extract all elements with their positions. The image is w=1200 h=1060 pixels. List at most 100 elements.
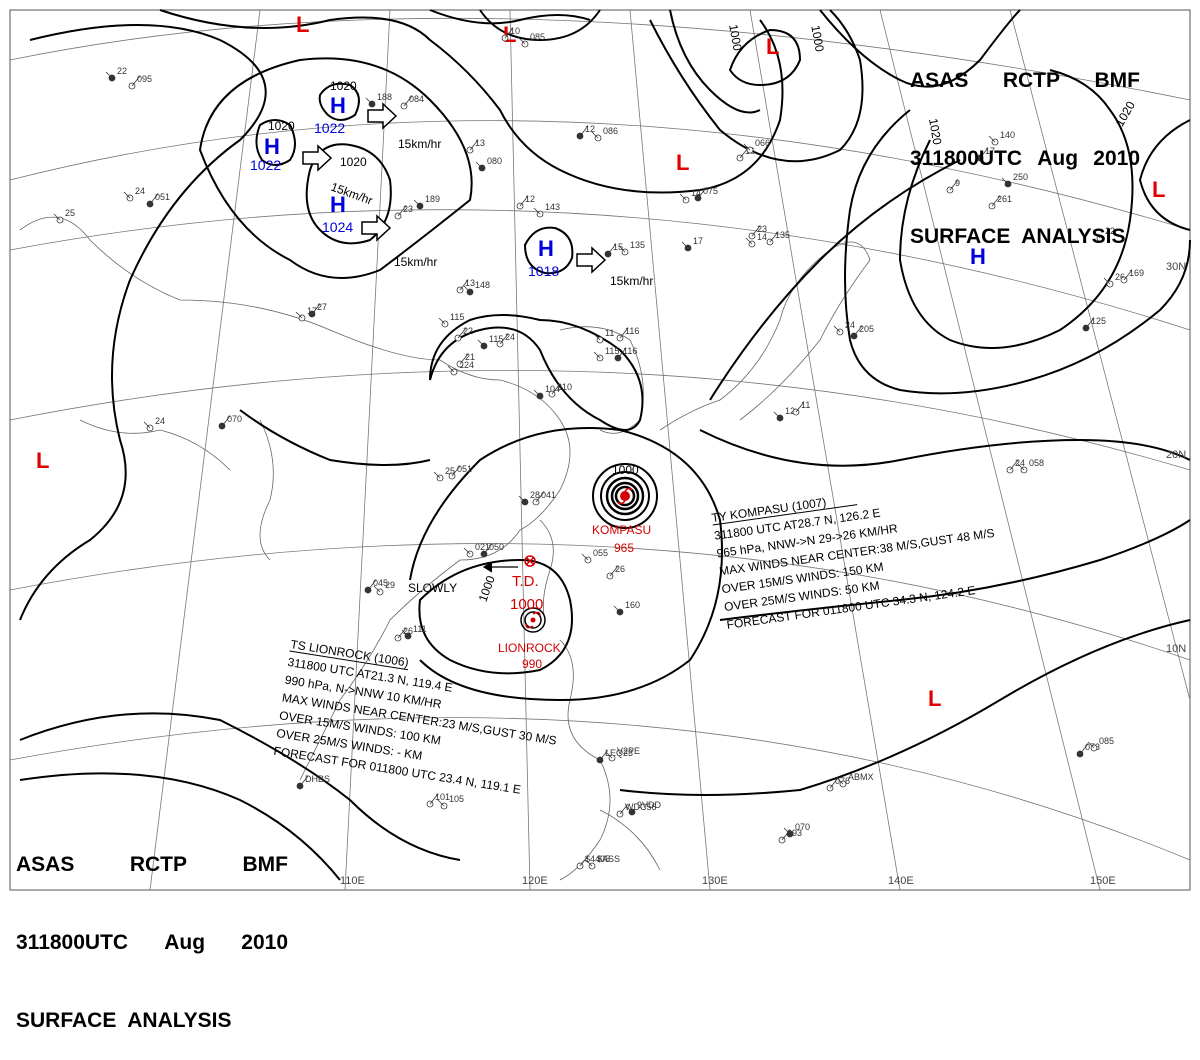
- high-icon: H: [330, 93, 346, 118]
- station-value: 111: [413, 624, 427, 634]
- station-value: 115: [450, 312, 464, 322]
- wind-barb-icon: [681, 241, 689, 249]
- station-plot: 11: [792, 400, 810, 416]
- station-value: $ASS: [597, 854, 620, 864]
- wind-barb-icon: [295, 311, 303, 319]
- header-agency: ASAS: [16, 853, 75, 876]
- station-value: 070: [795, 822, 810, 832]
- motion-arrow-icon: [576, 246, 607, 274]
- station-value: 12: [585, 124, 595, 134]
- station-plot: 23: [748, 224, 767, 240]
- station-plot: 22: [454, 326, 473, 342]
- station-plot: 24: [143, 416, 165, 432]
- wind-barb-icon: [1087, 741, 1095, 749]
- lat-30n-line: [9, 209, 1191, 331]
- station-value: 140: [1000, 130, 1015, 140]
- station-plot: V2PE: [605, 746, 640, 762]
- wind-barb-icon: [483, 543, 493, 555]
- isobar-label: 1020: [268, 119, 295, 133]
- lon-label: 150E: [1090, 875, 1116, 887]
- station-value: 26: [403, 626, 413, 636]
- wind-barb-icon: [518, 37, 526, 45]
- lat-label: 10N: [1166, 643, 1186, 655]
- lionrock-name: LIONROCK: [498, 641, 561, 655]
- station-plot: 28: [518, 490, 540, 506]
- station-plot: 13: [466, 138, 485, 154]
- td-pressure: 1000: [510, 596, 543, 613]
- station-plot: $ASS: [585, 854, 620, 870]
- station-plot: 261: [988, 194, 1012, 210]
- station-plot: 115: [477, 334, 503, 350]
- station-plot: 101: [426, 792, 450, 808]
- wind-barb-icon: [397, 627, 407, 639]
- station-plot: 27: [308, 302, 327, 318]
- station-plot: 084: [400, 94, 424, 110]
- station-plots: 2209524051250841881008512086130801606617…: [53, 26, 1144, 870]
- station-plot: 105: [437, 794, 464, 810]
- station-plot: 085: [1087, 736, 1114, 752]
- station-plot: 095: [128, 74, 152, 90]
- wind-barb-icon: [1093, 231, 1101, 239]
- wind-barb-icon: [1079, 743, 1089, 755]
- station-plot: 26: [606, 564, 625, 580]
- station-value: 095: [137, 74, 152, 84]
- station-plot: 116: [614, 346, 637, 362]
- isobar-label: 1020: [330, 79, 357, 93]
- header-month: Aug: [1037, 147, 1079, 170]
- station-value: 17: [985, 146, 995, 156]
- lat-20n-line: [9, 370, 1191, 471]
- wind-barb-icon: [617, 347, 627, 359]
- station-plot: 115: [593, 346, 619, 362]
- station-plot: 045: [364, 578, 388, 594]
- station-value: 9: [955, 178, 960, 188]
- station-value: 070: [227, 414, 242, 424]
- station-plot: 080: [475, 156, 502, 172]
- tropical-depression-icon: [524, 555, 536, 567]
- isobar-label: 1000: [612, 463, 639, 477]
- station-plot: WDC56: [616, 802, 657, 818]
- wind-barb-icon: [979, 147, 989, 159]
- station-plot: 055: [581, 548, 608, 564]
- station-plot: 075: [694, 186, 718, 202]
- header-agency: ASAS: [910, 69, 969, 92]
- station-value: 14: [757, 232, 767, 242]
- station-plot: $4405: [576, 854, 610, 870]
- wind-barb-icon: [593, 333, 601, 341]
- header-bottom-left: ASAS RCTP BMF 311800UTC Aug 2010 SURFACE…: [16, 800, 288, 1060]
- station-plot: 25: [53, 208, 75, 224]
- station-value: 086: [603, 126, 618, 136]
- wind-barb-icon: [679, 193, 687, 201]
- speed-label: 15km/hr: [398, 137, 441, 151]
- station-value: 066: [755, 138, 770, 148]
- station-plot: 070: [218, 414, 242, 430]
- station-value: 116: [623, 346, 637, 356]
- wind-barb-icon: [853, 325, 863, 337]
- lionrock-pressure: 990: [522, 657, 542, 671]
- station-plot: 14: [745, 232, 767, 248]
- wind-barb-icon: [429, 793, 439, 805]
- station-value: 101: [435, 792, 450, 802]
- header-year: 2010: [1093, 147, 1140, 170]
- low-icon: L: [296, 12, 309, 37]
- wind-barb-icon: [1001, 177, 1009, 185]
- wind-barb-icon: [591, 131, 599, 139]
- station-plot: DHBS: [296, 774, 330, 790]
- kompasu-name: KOMPASU: [592, 523, 651, 537]
- station-value: 24: [505, 332, 515, 342]
- station-plot: 29: [373, 580, 395, 596]
- wind-barb-icon: [299, 775, 309, 787]
- axis-labels: 110E 120E 130E 140E 150E 30N 20N 10N: [340, 261, 1186, 887]
- low-icon: L: [36, 448, 49, 473]
- station-value: 250: [1013, 172, 1028, 182]
- wind-barb-icon: [105, 71, 113, 79]
- station-plot: 24: [833, 320, 855, 336]
- station-value: 085: [530, 32, 545, 42]
- station-value: 021: [475, 542, 490, 552]
- station-value: 051: [155, 192, 170, 202]
- wind-barb-icon: [1123, 269, 1133, 281]
- lon-label: 110E: [340, 875, 365, 887]
- station-value: 27: [317, 302, 327, 312]
- wind-barb-icon: [625, 805, 633, 813]
- wind-barb-icon: [745, 237, 753, 245]
- wind-barb-icon: [53, 213, 61, 221]
